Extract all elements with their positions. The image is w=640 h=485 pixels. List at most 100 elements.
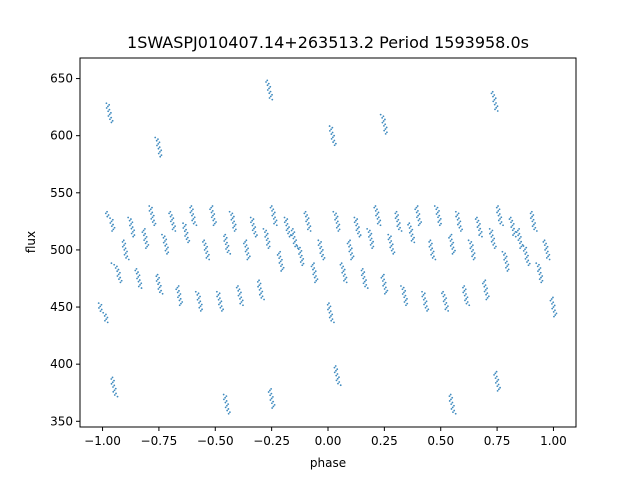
data-point <box>310 262 319 284</box>
data-point <box>515 228 524 250</box>
data-point <box>493 370 501 392</box>
data-point <box>269 205 278 227</box>
data-points <box>97 79 558 415</box>
data-point <box>276 250 285 272</box>
y-tick-label: 350 <box>50 414 73 428</box>
data-point <box>290 228 299 250</box>
data-point <box>549 296 558 318</box>
chart-title: 1SWASPJ010407.14+263513.2 Period 1593958… <box>127 33 529 52</box>
data-point <box>379 113 388 135</box>
data-point <box>141 228 150 250</box>
data-point <box>104 210 116 232</box>
data-point <box>161 233 170 255</box>
data-point <box>481 279 490 301</box>
data-point <box>242 239 251 261</box>
data-point <box>154 136 163 158</box>
data-point <box>542 239 551 261</box>
data-point <box>490 90 499 112</box>
y-tick-label: 500 <box>50 243 73 257</box>
data-point <box>394 210 403 232</box>
data-point <box>414 205 423 227</box>
data-point <box>267 387 276 409</box>
data-point <box>262 228 271 250</box>
data-point <box>448 393 457 415</box>
x-tick-label: 0.00 <box>315 434 342 448</box>
x-tick-label: 0.25 <box>371 434 398 448</box>
data-point <box>326 302 335 324</box>
x-axis-ticks: −1.00 −0.75 −0.50 −0.25 0.00 0.25 0.50 0.75 1.00 <box>84 427 567 448</box>
x-tick-label: 0.75 <box>484 434 511 448</box>
data-point <box>428 239 437 261</box>
data-point <box>332 210 341 232</box>
data-point <box>522 245 531 267</box>
x-tick-label: 1.00 <box>540 434 567 448</box>
data-point <box>121 239 130 261</box>
data-point <box>454 210 464 232</box>
x-tick-label: −0.75 <box>141 434 178 448</box>
data-point <box>175 285 184 307</box>
data-point <box>495 205 504 227</box>
data-point <box>155 273 164 295</box>
data-point <box>400 285 409 307</box>
data-point <box>265 79 274 101</box>
data-point <box>105 102 114 124</box>
data-point <box>296 245 305 267</box>
data-point <box>339 262 348 284</box>
data-point <box>387 233 396 255</box>
data-point <box>488 228 497 250</box>
data-point <box>189 205 198 227</box>
data-point <box>333 365 342 387</box>
data-point <box>256 279 265 301</box>
data-point <box>508 216 517 238</box>
data-point <box>303 210 312 232</box>
data-point <box>222 393 231 415</box>
data-point <box>235 285 244 307</box>
y-tick-label: 450 <box>50 300 73 314</box>
data-point <box>223 233 232 255</box>
x-axis-label: phase <box>310 456 346 470</box>
data-point <box>194 290 203 312</box>
data-point <box>380 273 389 295</box>
data-point <box>366 228 375 250</box>
data-point <box>360 267 369 289</box>
data-point <box>433 205 442 227</box>
data-point <box>97 302 109 324</box>
y-tick-label: 650 <box>50 72 73 86</box>
data-point <box>148 205 157 227</box>
data-point <box>110 376 119 398</box>
data-point <box>110 262 123 284</box>
x-tick-label: 0.50 <box>427 434 454 448</box>
data-point <box>501 250 510 272</box>
data-point <box>317 239 326 261</box>
y-tick-label: 600 <box>50 129 73 143</box>
data-point <box>228 210 237 232</box>
data-point <box>209 205 217 227</box>
data-point <box>467 239 476 261</box>
y-tick-label: 400 <box>50 357 73 371</box>
data-point <box>127 216 136 238</box>
data-point <box>215 290 225 312</box>
data-point <box>448 233 456 255</box>
data-point <box>373 205 382 227</box>
x-tick-label: −0.50 <box>197 434 234 448</box>
y-tick-label: 550 <box>50 186 73 200</box>
x-tick-label: −1.00 <box>84 434 121 448</box>
data-point <box>440 290 450 312</box>
x-tick-label: −0.25 <box>253 434 290 448</box>
data-point <box>202 239 211 261</box>
data-point <box>535 262 544 284</box>
data-point <box>249 216 258 238</box>
data-point <box>328 125 337 147</box>
data-point <box>421 290 430 312</box>
y-axis-ticks: 350 400 450 500 550 600 650 <box>50 72 80 428</box>
data-point <box>407 222 416 244</box>
data-point <box>134 267 143 289</box>
data-point <box>168 210 177 232</box>
data-point <box>474 216 483 238</box>
data-point <box>529 210 538 232</box>
data-point <box>346 239 355 261</box>
y-axis-label: flux <box>24 231 38 253</box>
